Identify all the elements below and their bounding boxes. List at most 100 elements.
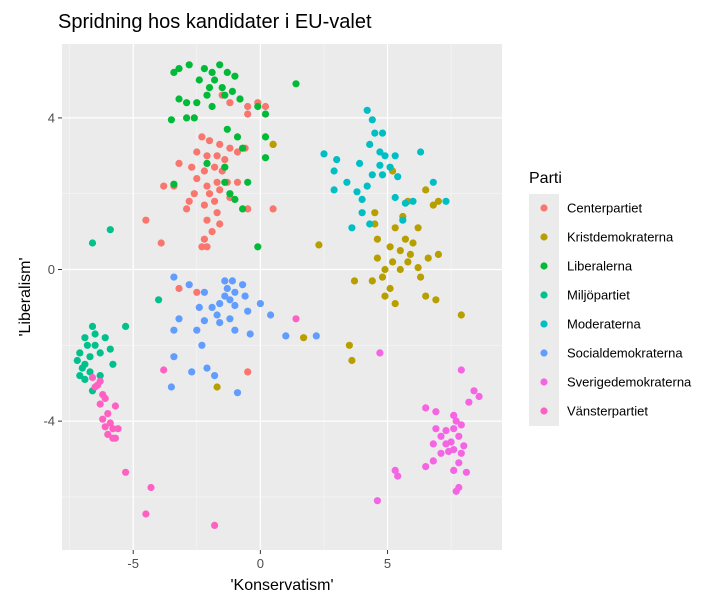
point-centerpartiet [185, 197, 193, 205]
data-points [73, 61, 483, 530]
point-miljopartiet [106, 345, 114, 353]
point-socialdemokraterna [193, 326, 201, 334]
point-sverigedemokraterna [391, 466, 399, 474]
point-sverigedemokraterna [422, 404, 430, 412]
point-kristdemokraterna [381, 292, 389, 300]
point-kristdemokraterna [345, 341, 353, 349]
point-centerpartiet [216, 140, 224, 148]
point-liberalerna [233, 133, 242, 141]
point-kristdemokraterna [434, 197, 442, 205]
point-liberalerna [261, 154, 270, 162]
point-miljopartiet [86, 368, 94, 376]
point-socialdemokraterna [231, 326, 239, 334]
y-axis-ticks: -4 0 4 [43, 110, 62, 429]
point-kristdemokraterna [371, 220, 379, 228]
point-sverigedemokraterna [475, 392, 483, 401]
point-centerpartiet [203, 152, 211, 160]
point-moderaterna [417, 148, 425, 156]
point-centerpartiet [175, 159, 183, 167]
point-socialdemokraterna [198, 341, 206, 349]
point-centerpartiet [244, 205, 252, 213]
point-liberalerna [167, 116, 175, 124]
legend-items: Centerpartiet Kristdemokraterna Liberalern… [540, 201, 692, 419]
point-moderaterna [442, 197, 450, 205]
point-vansterpartiet [122, 468, 130, 476]
point-miljopartiet [76, 349, 84, 357]
point-centerpartiet [200, 201, 208, 209]
point-centerpartiet [216, 186, 224, 194]
point-liberalerna [170, 180, 178, 188]
point-centerpartiet [261, 102, 270, 111]
point-kristdemokraterna [414, 264, 422, 272]
point-vansterpartiet [104, 430, 112, 438]
point-moderaterna [378, 129, 387, 137]
point-moderaterna [333, 156, 341, 164]
point-centerpartiet [200, 235, 208, 243]
point-moderaterna [409, 197, 417, 205]
point-miljopartiet [88, 239, 97, 247]
point-socialdemokraterna [221, 292, 229, 300]
point-liberalerna [228, 87, 236, 95]
point-liberalerna [218, 84, 226, 92]
point-moderaterna [429, 178, 437, 186]
point-socialdemokraterna [211, 372, 219, 380]
point-centerpartiet [233, 148, 242, 156]
point-miljopartiet [76, 372, 84, 380]
point-kristdemokraterna [401, 235, 409, 243]
point-liberalerna [221, 163, 229, 171]
point-miljopartiet [73, 356, 81, 365]
point-sverigedemokraterna [462, 468, 470, 476]
point-socialdemokraterna [200, 288, 208, 296]
point-kristdemokraterna [350, 277, 359, 285]
point-socialdemokraterna [239, 281, 247, 289]
point-centerpartiet [193, 288, 201, 296]
point-kristdemokraterna [417, 273, 425, 281]
point-miljopartiet [109, 360, 117, 368]
point-socialdemokraterna [216, 300, 224, 308]
point-sverigedemokraterna [429, 440, 437, 448]
point-liberalerna [203, 159, 211, 167]
point-socialdemokraterna [226, 315, 234, 323]
point-liberalerna [223, 125, 231, 133]
point-sverigedemokraterna [373, 497, 381, 505]
point-liberalerna [261, 133, 270, 141]
point-kristdemokraterna [396, 265, 404, 274]
point-socialdemokraterna [244, 307, 252, 315]
point-vansterpartiet [101, 394, 109, 402]
minor-gridlines [62, 44, 502, 550]
point-liberalerna [175, 65, 183, 73]
point-centerpartiet [198, 133, 206, 141]
point-kristdemokraterna [406, 250, 414, 258]
point-liberalerna [185, 61, 193, 69]
point-sverigedemokraterna [432, 408, 440, 416]
point-kristdemokraterna [300, 334, 308, 342]
point-socialdemokraterna [231, 288, 239, 296]
point-kristdemokraterna [371, 209, 379, 217]
point-centerpartiet [211, 197, 219, 205]
point-moderaterna [391, 193, 399, 202]
point-sverigedemokraterna [450, 466, 458, 474]
point-socialdemokraterna [228, 277, 236, 285]
x-axis-title: 'Konservatism' [230, 577, 333, 594]
point-socialdemokraterna [231, 301, 239, 310]
point-kristdemokraterna [373, 254, 381, 262]
point-liberalerna [221, 91, 229, 99]
point-vansterpartiet [114, 425, 122, 433]
point-kristdemokraterna [391, 300, 399, 308]
point-centerpartiet [183, 205, 191, 213]
point-sverigedemokraterna [376, 349, 384, 357]
point-liberalerna [226, 190, 234, 198]
legend-label: Moderaterna [567, 317, 641, 332]
point-liberalerna [231, 72, 239, 80]
point-centerpartiet [203, 182, 211, 190]
point-kristdemokraterna [213, 383, 221, 391]
point-sverigedemokraterna [457, 366, 465, 374]
point-liberalerna [216, 61, 224, 69]
point-centerpartiet [160, 182, 168, 190]
legend-key-background [529, 194, 559, 426]
point-sverigedemokraterna [452, 487, 460, 495]
point-socialdemokraterna [221, 277, 229, 285]
point-liberalerna [221, 178, 229, 186]
point-moderaterna [376, 161, 384, 169]
point-moderaterna [330, 167, 338, 175]
